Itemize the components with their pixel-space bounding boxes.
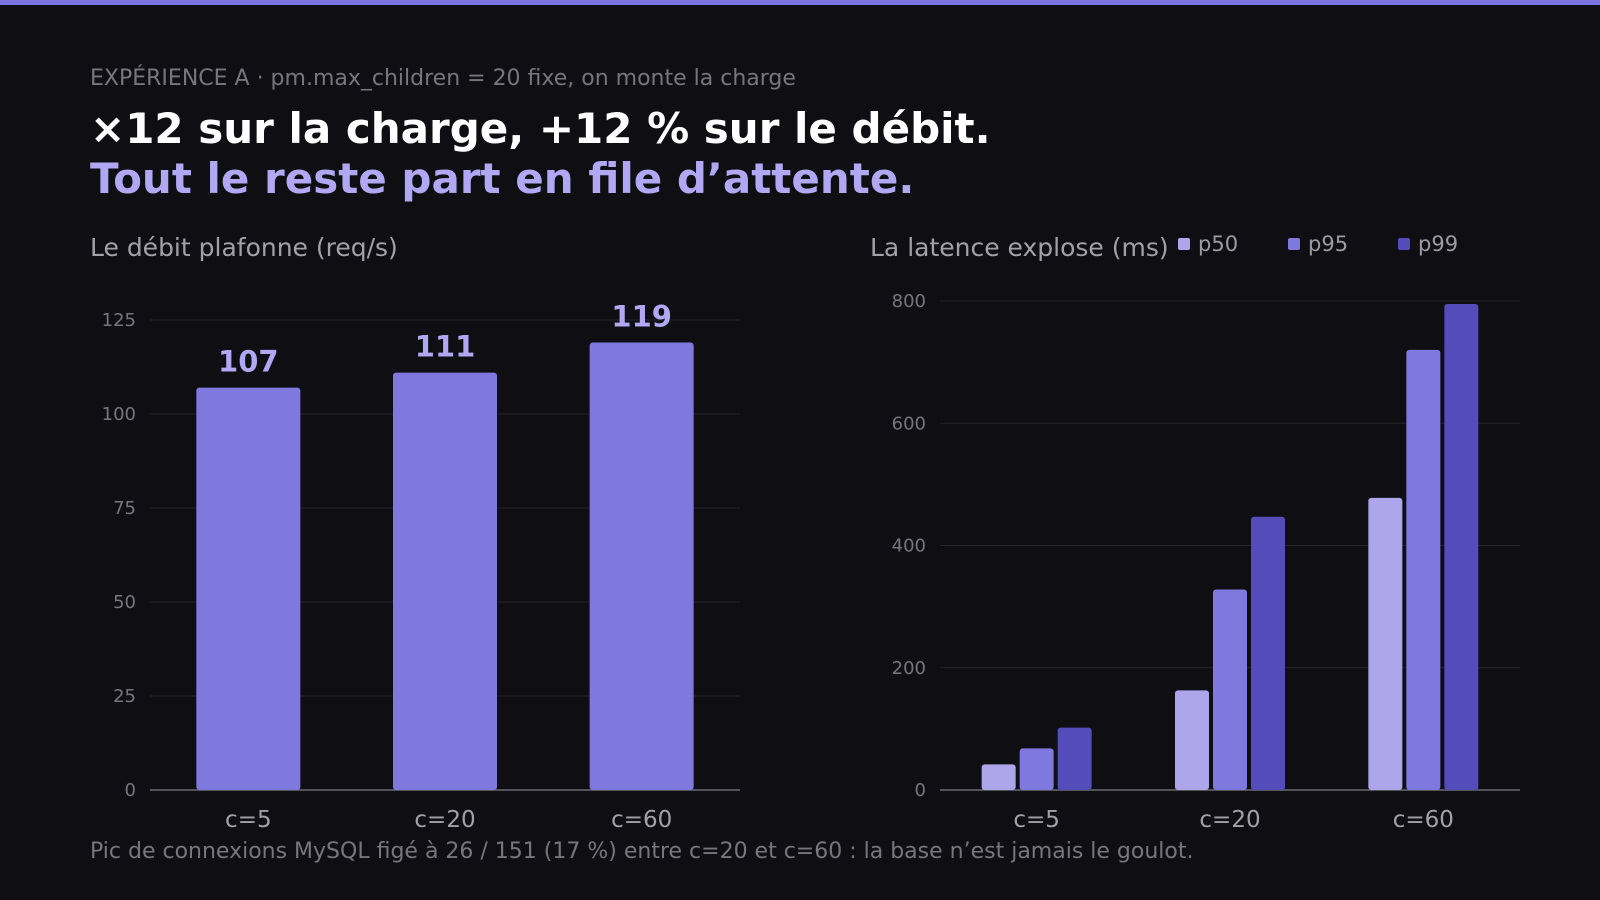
throughput-y-tick: 0: [125, 780, 136, 801]
legend-item-p99: p99: [1398, 232, 1508, 256]
throughput-y-tick: 125: [102, 310, 136, 331]
latency-bar-p99-c=60: [1444, 304, 1479, 790]
latency-y-tick: 800: [892, 291, 926, 312]
throughput-y-tick: 100: [102, 404, 136, 425]
latency-bar-p50-c=60: [1368, 497, 1403, 790]
latency-x-label: c=5: [1013, 807, 1060, 833]
throughput-bar-c=5: [196, 387, 301, 790]
latency-bar-p95-c=60: [1406, 349, 1441, 790]
latency-bar-p99-c=5: [1057, 727, 1092, 790]
legend-item-p50: p50: [1178, 232, 1288, 256]
latency-y-tick: 600: [892, 413, 926, 434]
legend-label-p50: p50: [1198, 232, 1239, 256]
legend-label-p99: p99: [1418, 232, 1459, 256]
latency-y-tick: 400: [892, 536, 926, 557]
throughput-bar-c=20: [393, 372, 497, 790]
legend-item-p95: p95: [1288, 232, 1398, 256]
latency-bar-p95-c=20: [1213, 589, 1247, 790]
throughput-value-label: 119: [611, 300, 672, 334]
legend-swatch-p95: [1288, 238, 1300, 250]
latency-y-tick: 0: [915, 780, 926, 801]
latency-x-label: c=20: [1199, 807, 1260, 833]
latency-chart-title: La latence explose (ms): [870, 233, 1169, 262]
latency-bar-p95-c=5: [1019, 748, 1054, 790]
throughput-value-label: 111: [415, 330, 476, 364]
footnote: Pic de connexions MySQL figé à 26 / 151 …: [90, 839, 1194, 864]
latency-bar-p50-c=20: [1175, 690, 1209, 790]
throughput-y-tick: 75: [113, 498, 136, 519]
throughput-value-label: 107: [218, 345, 279, 379]
latency-legend: p50 p95 p99: [1178, 232, 1508, 256]
latency-bar-p99-c=20: [1251, 516, 1285, 790]
latency-x-label: c=60: [1393, 807, 1454, 833]
latency-bar-p50-c=5: [981, 764, 1016, 790]
throughput-y-tick: 50: [113, 592, 136, 613]
legend-label-p95: p95: [1308, 232, 1349, 256]
legend-swatch-p99: [1398, 238, 1410, 250]
legend-swatch-p50: [1178, 238, 1190, 250]
latency-y-tick: 200: [892, 658, 926, 679]
throughput-y-tick: 25: [113, 686, 136, 707]
throughput-x-label: c=20: [414, 807, 475, 833]
experiment-kicker: EXPÉRIENCE A · pm.max_children = 20 fixe…: [90, 66, 796, 91]
throughput-x-label: c=60: [611, 807, 672, 833]
throughput-x-label: c=5: [225, 807, 272, 833]
accent-top-bar: [0, 0, 1600, 5]
throughput-bar-c=60: [589, 342, 694, 790]
headline: ×12 sur la charge, +12 % sur le débit.: [90, 104, 991, 153]
subheadline: Tout le reste part en file d’attente.: [90, 154, 915, 203]
throughput-chart-title: Le débit plafonne (req/s): [90, 233, 398, 262]
